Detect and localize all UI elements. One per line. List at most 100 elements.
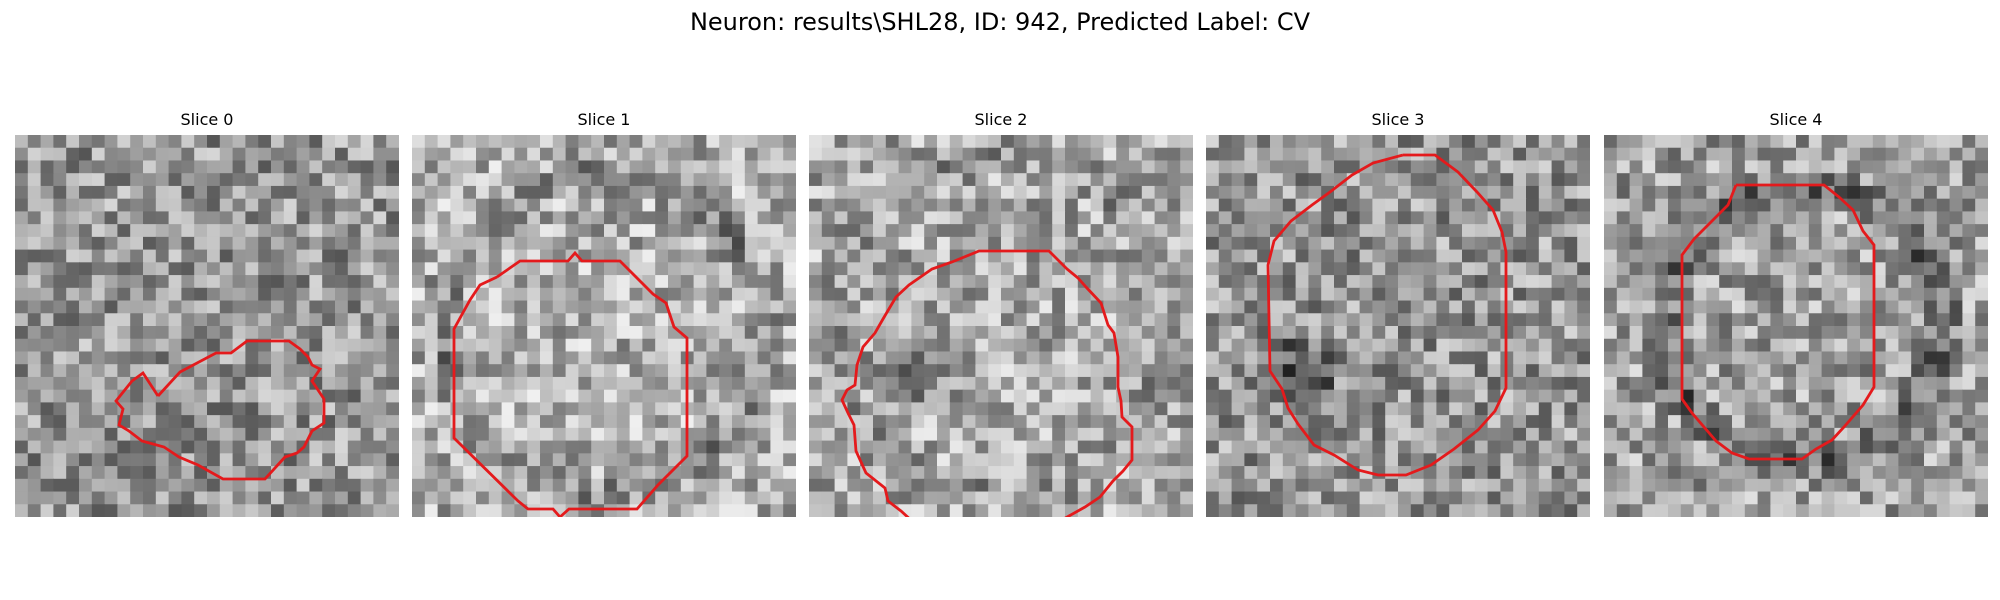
pixel-tile — [66, 466, 80, 480]
pixel-tile — [1154, 466, 1168, 480]
pixel-tile — [1423, 275, 1437, 289]
pixel-tile — [1282, 453, 1297, 467]
pixel-tile — [911, 236, 925, 251]
pixel-tile — [552, 440, 567, 454]
pixel-tile — [104, 504, 118, 517]
pixel-tile — [1141, 478, 1156, 493]
pixel-tile — [719, 376, 733, 391]
pixel-tile — [412, 466, 426, 480]
pixel-tile — [232, 364, 246, 378]
pixel-tile — [1693, 198, 1707, 212]
pixel-tile — [937, 427, 951, 442]
pixel-tile — [53, 135, 67, 149]
pixel-tile — [1975, 326, 1988, 340]
pixel-tile — [1077, 224, 1092, 238]
pixel-tile — [1026, 173, 1040, 187]
pixel-tile — [476, 262, 490, 276]
pixel-tile — [1821, 376, 1835, 391]
pixel-tile — [501, 504, 515, 517]
pixel-tile — [1244, 160, 1258, 174]
pixel-tile — [1551, 275, 1565, 289]
pixel-tile — [809, 491, 823, 505]
pixel-tile — [104, 287, 118, 302]
pixel-tile — [1975, 364, 1988, 378]
pixel-tile — [1487, 236, 1501, 251]
pixel-tile — [1783, 427, 1797, 442]
pixel-tile — [591, 313, 605, 327]
pixel-tile — [1744, 415, 1759, 429]
pixel-tile — [143, 211, 157, 225]
pixel-tile — [757, 453, 771, 467]
pixel-tile — [860, 224, 874, 238]
pixel-tile — [258, 300, 272, 314]
pixel-tile — [834, 478, 848, 493]
pixel-tile — [1270, 402, 1284, 416]
pixel-tile — [1167, 313, 1181, 327]
pixel-tile — [1808, 160, 1823, 174]
pixel-tile — [1616, 389, 1631, 403]
pixel-tile — [437, 478, 451, 493]
pixel-tile — [1680, 300, 1695, 314]
pixel-tile — [1231, 415, 1245, 429]
pixel-tile — [232, 326, 246, 340]
pixel-tile — [1924, 224, 1938, 238]
pixel-tile — [1372, 147, 1386, 162]
pixel-tile — [296, 135, 310, 149]
pixel-tile — [552, 402, 567, 416]
pixel-tile — [1680, 275, 1695, 289]
pixel-tile — [898, 236, 912, 251]
pixel-tile — [155, 466, 170, 480]
pixel-tile — [1334, 224, 1348, 238]
pixel-tile — [1116, 415, 1130, 429]
pixel-tile — [360, 466, 374, 480]
pixel-tile — [898, 313, 912, 327]
pixel-tile — [1282, 504, 1297, 517]
pixel-tile — [1770, 275, 1784, 289]
pixel-tile — [1962, 453, 1976, 467]
pixel-tile — [463, 147, 477, 162]
pixel-tile — [1462, 427, 1476, 442]
pixel-tile — [1103, 427, 1117, 442]
pixel-tile — [1629, 300, 1643, 314]
pixel-tile — [1218, 198, 1233, 212]
pixel-tile — [245, 313, 259, 327]
pixel-tile — [1706, 376, 1720, 391]
pixel-tile — [1577, 415, 1590, 429]
pixel-tile — [412, 478, 426, 493]
pixel-tile — [488, 338, 503, 353]
pixel-tile — [821, 338, 836, 353]
pixel-tile — [360, 236, 374, 251]
pixel-tile — [1783, 300, 1797, 314]
pixel-tile — [1936, 440, 1951, 454]
pixel-tile — [1372, 198, 1386, 212]
pixel-tile — [1860, 249, 1874, 263]
pixel-tile — [1834, 135, 1848, 149]
pixel-tile — [1693, 275, 1707, 289]
pixel-tile — [1526, 262, 1540, 276]
pixel-tile — [821, 478, 836, 493]
figure-title: Neuron: results\SHL28, ID: 942, Predicte… — [689, 8, 1311, 36]
pixel-tile — [104, 249, 118, 263]
pixel-tile — [79, 211, 93, 225]
pixel-tile — [732, 326, 746, 340]
pixel-tile — [219, 466, 234, 480]
pixel-tile — [629, 275, 643, 289]
pixel-tile — [283, 287, 298, 302]
pixel-tile — [1346, 185, 1361, 200]
pixel-tile — [924, 313, 938, 327]
pixel-tile — [616, 249, 631, 263]
pixel-tile — [1551, 338, 1565, 353]
pixel-tile — [1129, 236, 1143, 251]
pixel-tile — [1257, 389, 1271, 403]
pixel-tile — [1834, 376, 1848, 391]
pixel-tile — [296, 313, 310, 327]
pixel-tile — [514, 338, 528, 353]
pixel-tile — [1180, 326, 1193, 340]
pixel-tile — [1821, 300, 1835, 314]
pixel-tile — [1065, 415, 1079, 429]
pixel-tile — [335, 376, 349, 391]
pixel-tile — [693, 160, 707, 174]
pixel-tile — [1282, 249, 1297, 263]
pixel-tile — [834, 224, 848, 238]
pixel-tile — [335, 440, 349, 454]
